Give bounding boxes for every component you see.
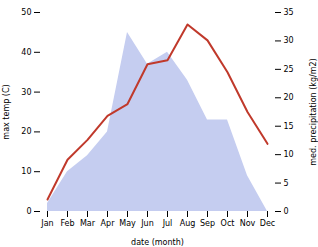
svg-text:40: 40 [21, 48, 31, 57]
svg-text:Feb: Feb [60, 219, 74, 228]
svg-text:Jun: Jun [140, 219, 154, 228]
svg-text:Jan: Jan [40, 219, 53, 228]
svg-text:30: 30 [284, 36, 294, 45]
svg-text:30: 30 [21, 88, 31, 97]
svg-text:Jul: Jul [162, 219, 173, 228]
svg-text:med. precipitation (kg/m2): med. precipitation (kg/m2) [309, 58, 318, 165]
svg-text:max temp (C): max temp (C) [2, 84, 11, 139]
svg-text:10: 10 [284, 150, 294, 159]
svg-text:Sep: Sep [200, 219, 215, 228]
svg-text:10: 10 [21, 167, 31, 176]
svg-text:0: 0 [284, 207, 289, 216]
svg-text:Apr: Apr [101, 219, 116, 228]
svg-text:0: 0 [26, 207, 31, 216]
svg-text:20: 20 [21, 127, 31, 136]
svg-text:20: 20 [284, 93, 294, 102]
svg-text:5: 5 [284, 179, 289, 188]
svg-text:35: 35 [284, 8, 294, 17]
svg-text:Mar: Mar [80, 219, 96, 228]
svg-text:May: May [119, 219, 136, 228]
svg-text:Aug: Aug [180, 219, 196, 228]
svg-text:Dec: Dec [260, 219, 275, 228]
svg-text:15: 15 [284, 122, 294, 131]
svg-text:Nov: Nov [240, 219, 256, 228]
svg-text:50: 50 [21, 8, 31, 17]
svg-text:date (month): date (month) [131, 238, 184, 247]
svg-text:25: 25 [284, 65, 294, 74]
svg-text:Oct: Oct [221, 219, 235, 228]
